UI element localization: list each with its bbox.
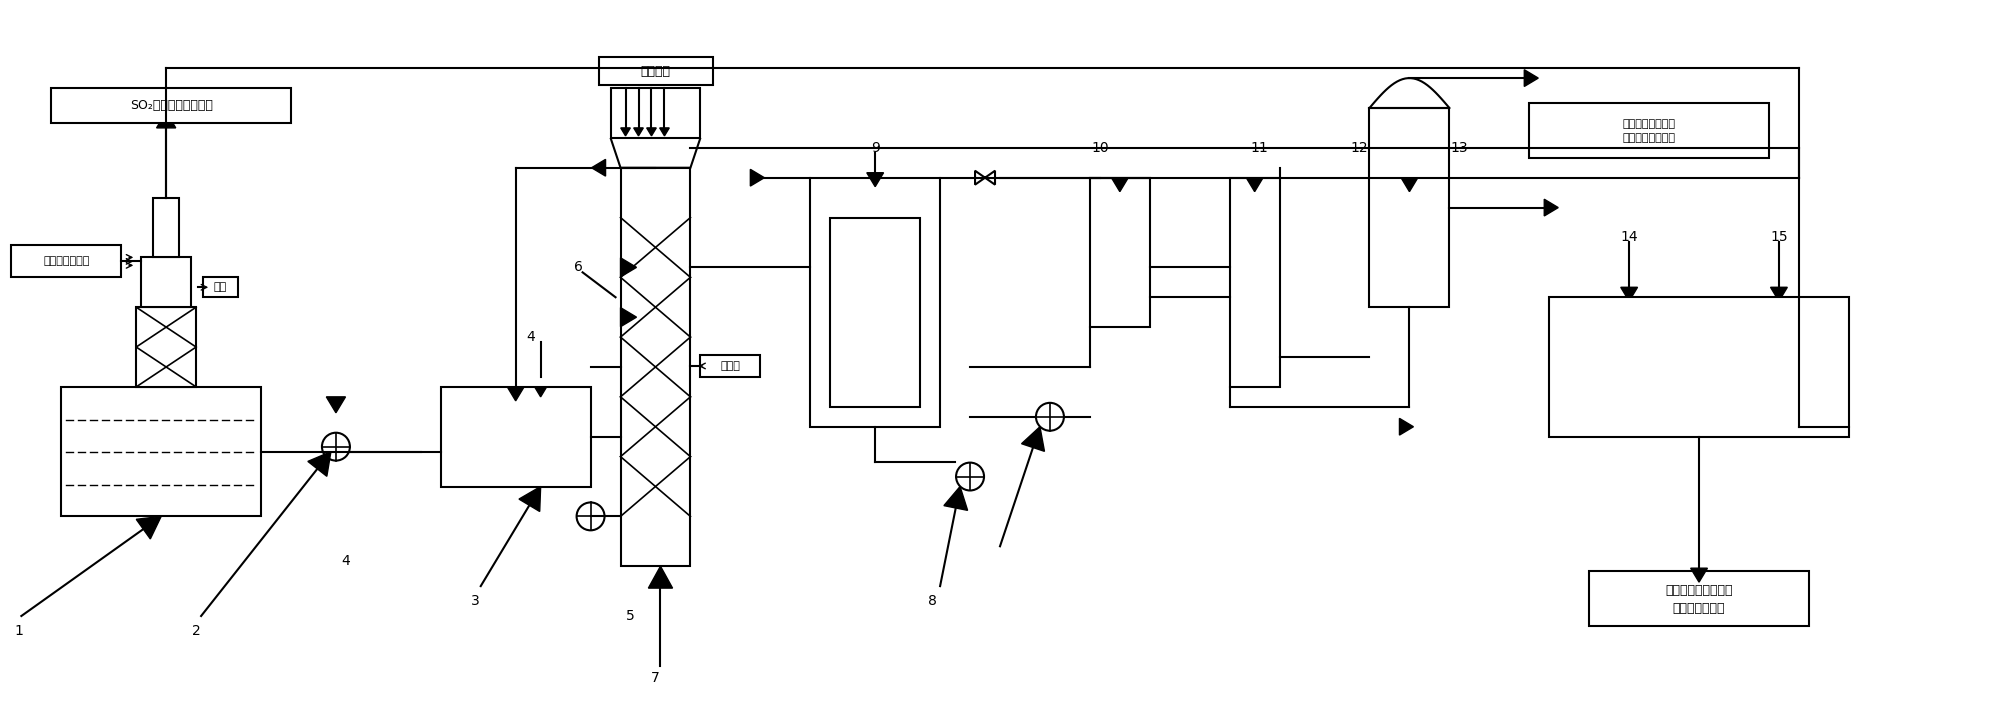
Polygon shape [326, 397, 346, 413]
Text: 蒸出物经冷凝后送
煤工序剩余氨水罐: 蒸出物经冷凝后送 煤工序剩余氨水罐 [1622, 119, 1675, 143]
Bar [1530, 103, 1769, 158]
Text: 15: 15 [1769, 230, 1788, 244]
Bar [153, 198, 179, 257]
Text: 4: 4 [342, 554, 350, 568]
Polygon shape [660, 128, 668, 136]
Polygon shape [751, 169, 765, 186]
Polygon shape [1691, 568, 1707, 582]
Polygon shape [620, 128, 630, 136]
Bar [610, 88, 701, 138]
Text: 8: 8 [928, 594, 936, 608]
Bar [441, 387, 590, 487]
Text: 6: 6 [574, 260, 584, 275]
Bar [701, 355, 761, 377]
Bar [12, 245, 121, 277]
Polygon shape [620, 258, 636, 277]
Text: 大气: 大气 [213, 282, 227, 293]
Polygon shape [157, 112, 175, 128]
Text: 4: 4 [525, 330, 535, 344]
Polygon shape [646, 128, 656, 136]
Polygon shape [519, 487, 541, 511]
Bar [60, 387, 262, 516]
Polygon shape [868, 173, 884, 186]
Bar [811, 178, 940, 427]
Bar [203, 277, 238, 298]
Text: 引射空气: 引射空气 [640, 65, 670, 77]
Text: 11: 11 [1250, 141, 1268, 155]
Polygon shape [592, 159, 606, 176]
Bar [598, 57, 713, 85]
Text: 净化工序稀硫酸: 净化工序稀硫酸 [42, 257, 89, 267]
Bar [1550, 298, 1848, 437]
Text: 9: 9 [872, 141, 880, 155]
Bar [1588, 571, 1810, 626]
Polygon shape [620, 308, 636, 327]
Polygon shape [137, 516, 161, 539]
Polygon shape [1021, 427, 1045, 451]
Polygon shape [1771, 288, 1788, 301]
Bar [137, 307, 195, 387]
Text: 10: 10 [1091, 141, 1109, 155]
Text: 2: 2 [191, 624, 201, 638]
Text: 7: 7 [650, 671, 660, 685]
Polygon shape [1401, 178, 1417, 191]
Bar [1089, 178, 1149, 327]
Polygon shape [944, 487, 968, 511]
Polygon shape [535, 387, 548, 397]
Polygon shape [1399, 418, 1413, 435]
Text: 煤气口: 煤气口 [721, 361, 741, 371]
Polygon shape [634, 128, 644, 136]
Text: 去余热回收、净化、
干燥、转化工序: 去余热回收、净化、 干燥、转化工序 [1665, 584, 1733, 614]
Text: 1: 1 [14, 624, 24, 638]
Polygon shape [1524, 70, 1538, 87]
Bar [50, 88, 292, 123]
Bar [1369, 108, 1449, 307]
Bar [141, 257, 191, 307]
Polygon shape [1620, 288, 1637, 301]
Polygon shape [974, 171, 994, 185]
Text: 5: 5 [626, 609, 634, 623]
Polygon shape [648, 566, 672, 588]
Polygon shape [1544, 199, 1558, 216]
Polygon shape [507, 387, 523, 401]
Polygon shape [308, 452, 330, 476]
Bar [829, 217, 920, 407]
Text: 3: 3 [471, 594, 481, 608]
Text: 13: 13 [1451, 141, 1467, 155]
Text: 12: 12 [1351, 141, 1369, 155]
Polygon shape [1111, 178, 1127, 191]
Text: SO₂气体去填料洗涤塔: SO₂气体去填料洗涤塔 [129, 100, 213, 113]
Bar [620, 168, 690, 566]
Text: 14: 14 [1620, 230, 1639, 244]
Polygon shape [1246, 178, 1262, 191]
Bar [1230, 178, 1280, 387]
